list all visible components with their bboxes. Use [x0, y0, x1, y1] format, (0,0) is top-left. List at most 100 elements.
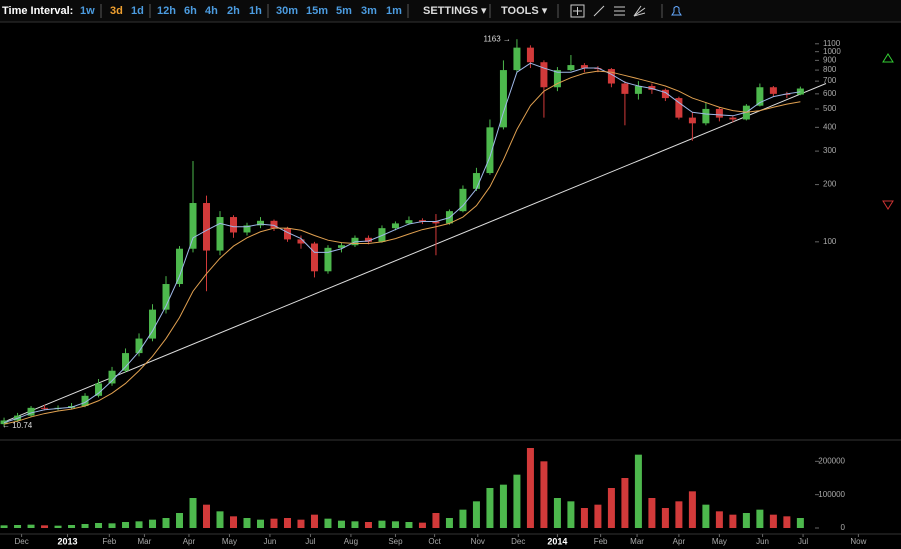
volume-bar	[176, 513, 184, 528]
volume-bar	[715, 511, 723, 528]
toolbar-separators	[100, 4, 663, 18]
price-annotation: 1163 →	[483, 34, 510, 43]
drawing-tools[interactable]	[570, 4, 682, 18]
tools-menu[interactable]: TOOLS ▾	[501, 5, 548, 17]
x-tick-label: Jun	[756, 537, 769, 546]
interval-button[interactable]: 1m	[386, 5, 402, 17]
volume-bar	[742, 513, 750, 528]
volume-bar	[513, 474, 521, 528]
interval-button[interactable]: 15m	[306, 5, 328, 17]
alert-up[interactable]	[882, 53, 894, 63]
candle-body	[324, 247, 332, 272]
x-tick-label: Dec	[511, 537, 525, 546]
volume-tick-label: 0	[841, 523, 846, 532]
volume-bar	[283, 518, 291, 528]
x-tick-label: 2013	[57, 536, 77, 546]
x-tick-label: Dec	[14, 537, 28, 546]
volume-bar	[270, 518, 278, 528]
moving-average	[3, 70, 801, 425]
candle-body	[243, 225, 251, 233]
volume-bar	[243, 518, 251, 528]
interval-button[interactable]: 2h	[227, 5, 240, 17]
volume-bar	[769, 514, 777, 528]
volume-bar	[229, 516, 237, 528]
alert-down[interactable]	[882, 200, 894, 210]
candle-body	[27, 407, 35, 416]
candle-body	[108, 370, 116, 384]
volume-bar	[310, 514, 318, 528]
volume-bar	[54, 525, 62, 528]
candle-body	[176, 248, 184, 285]
interval-button[interactable]: 1h	[249, 5, 262, 17]
candle-body	[391, 223, 399, 229]
interval-button[interactable]: 3m	[361, 5, 377, 17]
interval-button[interactable]: 3d	[110, 5, 123, 17]
candle-body	[216, 217, 224, 251]
candle-body	[405, 220, 413, 224]
x-tick-label: Mar	[138, 537, 152, 546]
volume-bar	[648, 498, 656, 528]
candle-body	[513, 47, 521, 71]
x-tick-label: Nov	[471, 537, 485, 546]
candle-body	[729, 117, 737, 120]
interval-button[interactable]: 6h	[184, 5, 197, 17]
volume-bar	[297, 519, 305, 528]
volume-bar	[594, 504, 602, 528]
interval-button[interactable]: 1d	[131, 5, 144, 17]
volume-bar	[445, 518, 453, 528]
candle-body	[418, 220, 426, 222]
x-tick-label: Feb	[102, 537, 116, 546]
y-tick-label: 800	[823, 65, 837, 74]
interval-button[interactable]: 30m	[276, 5, 298, 17]
volume-bar	[364, 522, 372, 528]
interval-button[interactable]: 5m	[336, 5, 352, 17]
candle-body	[283, 228, 291, 240]
x-tick-label: Now	[850, 537, 866, 546]
volume-bar	[540, 461, 548, 528]
candle-body	[648, 85, 656, 90]
volume-bar	[702, 504, 710, 528]
candle-body	[580, 65, 588, 69]
volume-bar	[634, 454, 642, 528]
y-tick-label: 300	[823, 146, 837, 155]
y-tick-label: 1000	[823, 47, 841, 56]
candle-body	[229, 217, 237, 233]
candle-body	[310, 243, 318, 272]
volume-bar	[405, 522, 413, 528]
volume-bar	[675, 501, 683, 528]
volume-bar	[688, 491, 696, 528]
moving-average	[3, 62, 801, 424]
volume-bar	[553, 498, 561, 528]
candle-body	[715, 108, 723, 118]
volume-bar	[14, 525, 22, 528]
volume-tick-label: 100000	[818, 490, 845, 499]
x-tick-label: 2014	[547, 536, 567, 546]
candle-body	[270, 220, 278, 229]
volume-bar	[203, 504, 211, 528]
candle-body	[337, 245, 345, 248]
volume-bar	[256, 519, 264, 528]
candle-body	[661, 89, 669, 99]
interval-button[interactable]: 1w	[80, 5, 95, 17]
interval-label: Time Interval:	[2, 5, 73, 17]
candle-body	[162, 284, 170, 310]
x-tick-label: Sep	[388, 537, 403, 546]
candle-body	[688, 117, 696, 124]
candle-body	[256, 220, 264, 226]
candle-body	[540, 62, 548, 88]
volume-bar	[95, 523, 103, 528]
candle-body	[203, 203, 211, 251]
interval-button[interactable]: 4h	[205, 5, 218, 17]
volume-bar	[459, 509, 467, 528]
settings-menu[interactable]: SETTINGS ▾	[423, 5, 487, 17]
volume-bar	[796, 518, 804, 528]
candle-body	[432, 221, 440, 224]
volume-bar	[149, 519, 157, 528]
x-tick-label: Mar	[630, 537, 644, 546]
volume-bar	[135, 521, 143, 528]
candle-body	[135, 338, 143, 354]
candle-body	[472, 173, 480, 189]
x-tick-label: May	[222, 537, 237, 546]
candle-body	[149, 309, 157, 339]
interval-button[interactable]: 12h	[157, 5, 176, 17]
